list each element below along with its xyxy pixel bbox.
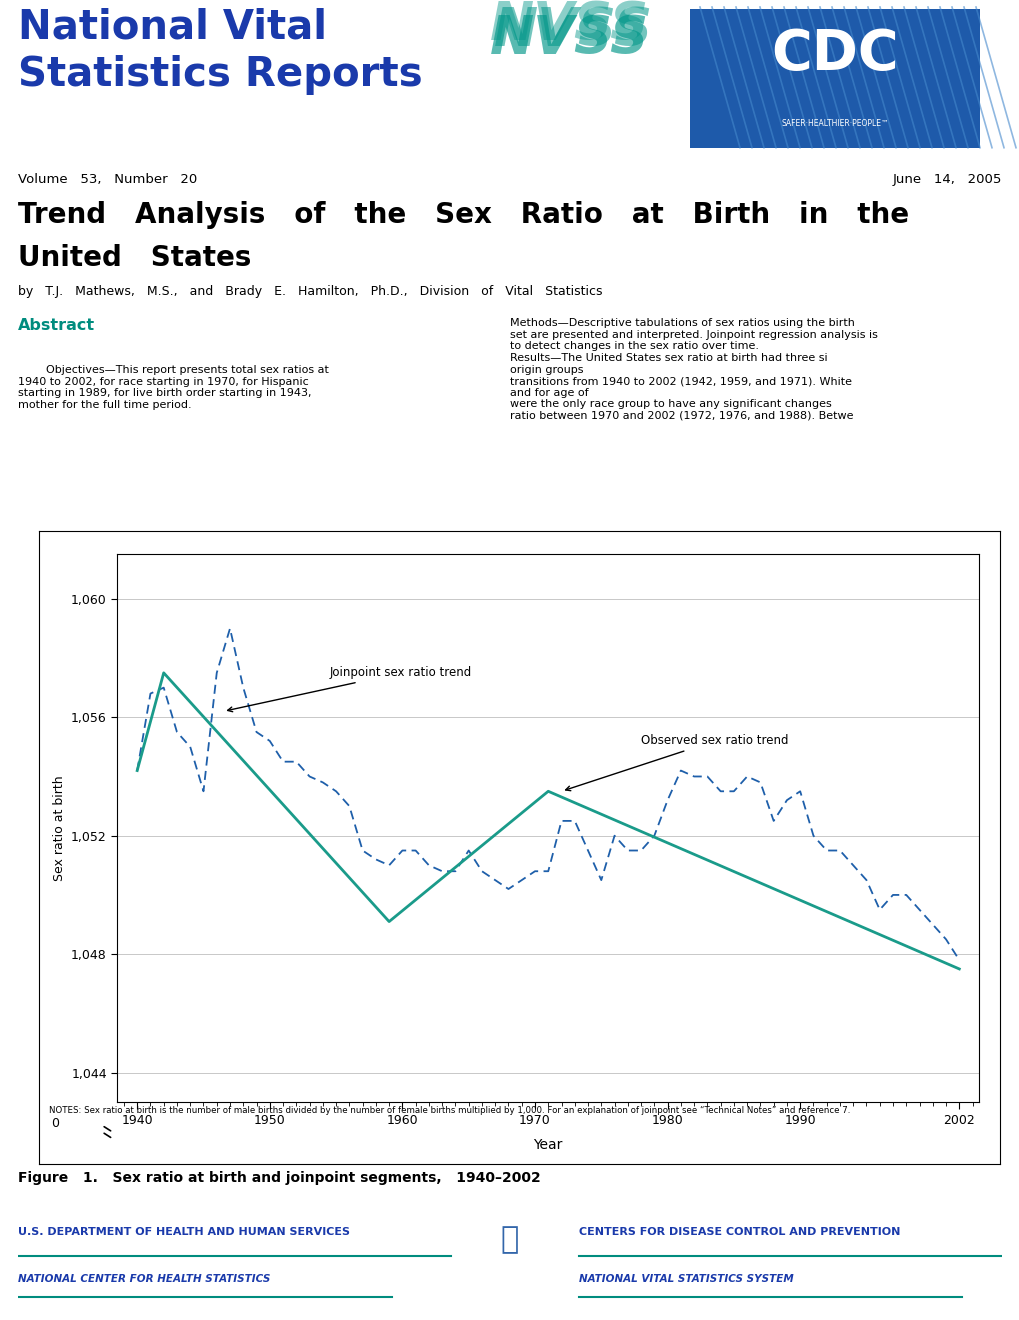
Text: U.S. DEPARTMENT OF HEALTH AND HUMAN SERVICES: U.S. DEPARTMENT OF HEALTH AND HUMAN SERV… — [18, 1226, 350, 1237]
Text: SAFER·HEALTHIER·PEOPLE™: SAFER·HEALTHIER·PEOPLE™ — [781, 119, 888, 128]
X-axis label: Year: Year — [533, 1138, 562, 1152]
Text: Statistics Reports: Statistics Reports — [18, 55, 422, 95]
Text: Observed sex ratio trend: Observed sex ratio trend — [566, 734, 788, 791]
Text: NVSS: NVSS — [489, 13, 648, 65]
Text: CDC: CDC — [770, 28, 898, 81]
Text: Volume   53,   Number   20: Volume 53, Number 20 — [18, 173, 198, 186]
Text: NATIONAL VITAL STATISTICS SYSTEM: NATIONAL VITAL STATISTICS SYSTEM — [578, 1274, 793, 1284]
Text: 🦅: 🦅 — [500, 1225, 519, 1254]
Text: Joinpoint sex ratio trend: Joinpoint sex ratio trend — [227, 667, 471, 711]
Text: United   States: United States — [18, 243, 252, 272]
FancyBboxPatch shape — [689, 9, 979, 148]
Text: NOTES: Sex ratio at birth is the number of male births divided by the number of : NOTES: Sex ratio at birth is the number … — [49, 1106, 850, 1115]
Y-axis label: Sex ratio at birth: Sex ratio at birth — [53, 775, 65, 882]
Text: June   14,   2005: June 14, 2005 — [892, 173, 1001, 186]
Text: Figure   1.   Sex ratio at birth and joinpoint segments,   1940–2002: Figure 1. Sex ratio at birth and joinpoi… — [18, 1171, 541, 1185]
Text: Abstract: Abstract — [18, 318, 96, 333]
Text: Trend   Analysis   of   the   Sex   Ratio   at   Birth   in   the: Trend Analysis of the Sex Ratio at Birth… — [18, 201, 909, 228]
Text: NVSS: NVSS — [493, 5, 652, 57]
Text: CENTERS FOR DISEASE CONTROL AND PREVENTION: CENTERS FOR DISEASE CONTROL AND PREVENTI… — [578, 1226, 900, 1237]
Text: National Vital: National Vital — [18, 7, 327, 48]
Text: NVSS: NVSS — [489, 0, 648, 51]
Text: 0: 0 — [51, 1117, 59, 1130]
Text: Objectives—This report presents total sex ratios at
1940 to 2002, for race start: Objectives—This report presents total se… — [18, 366, 329, 409]
Text: by   T.J.   Mathews,   M.S.,   and   Brady   E.   Hamilton,   Ph.D.,   Division : by T.J. Mathews, M.S., and Brady E. Hami… — [18, 285, 602, 298]
Text: Methods—Descriptive tabulations of sex ratios using the birth
set are presented : Methods—Descriptive tabulations of sex r… — [510, 318, 877, 421]
Text: NATIONAL CENTER FOR HEALTH STATISTICS: NATIONAL CENTER FOR HEALTH STATISTICS — [18, 1274, 270, 1284]
